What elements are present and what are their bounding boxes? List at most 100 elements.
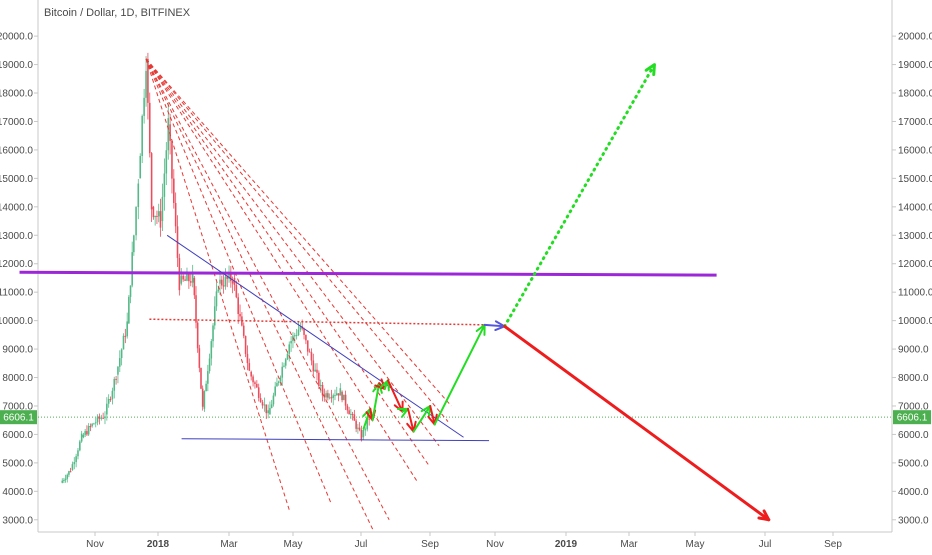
fan-line xyxy=(145,58,390,521)
price-candle-body xyxy=(73,462,76,465)
price-candle-body xyxy=(207,371,209,384)
price-candle-body xyxy=(188,273,190,282)
price-candle-body xyxy=(348,410,350,415)
y-tick-label-left: 5000.0 xyxy=(2,458,33,469)
price-candle-body xyxy=(248,363,251,371)
price-candle-body xyxy=(295,335,298,337)
price-candle-body xyxy=(256,383,258,388)
price-candle-body xyxy=(86,431,88,435)
y-tick-label-left: 13000.0 xyxy=(0,231,33,242)
price-candle-body xyxy=(66,474,69,479)
drawing-annotations xyxy=(19,58,771,532)
price-candle-body xyxy=(77,450,79,457)
price-candle-body xyxy=(135,207,137,236)
price-candle-body xyxy=(279,377,282,382)
price-candle-body xyxy=(157,211,160,217)
price-candle-body xyxy=(87,426,90,435)
last-price-label-left: 6606.1 xyxy=(3,413,34,424)
zigzag-up-arrow xyxy=(371,382,381,422)
price-candle-body xyxy=(360,429,363,440)
price-candle-body xyxy=(362,429,365,438)
price-candle-body xyxy=(270,404,273,408)
price-candle-body xyxy=(104,416,106,419)
price-candle-body xyxy=(79,441,81,451)
price-candle-body xyxy=(297,329,300,336)
price-candle-body xyxy=(224,276,227,287)
price-candle-body xyxy=(344,394,347,406)
price-candle-body xyxy=(257,387,260,398)
price-candle-body xyxy=(205,383,207,392)
price-candle-body xyxy=(189,281,192,283)
axes xyxy=(34,0,896,536)
price-candle-body xyxy=(196,322,199,349)
price-candle-body xyxy=(319,384,322,386)
zigzag-up-arrow xyxy=(362,407,372,430)
price-candle-body xyxy=(148,102,151,154)
price-candle-body xyxy=(201,388,204,407)
price-candle-body xyxy=(161,196,164,222)
y-tick-label-right: 20000.0 xyxy=(898,32,932,43)
y-tick-label-left: 12000.0 xyxy=(0,259,33,270)
last-price-badge-right xyxy=(893,410,931,425)
price-candle-body xyxy=(353,414,356,421)
price-candle-body xyxy=(109,398,112,400)
price-candle-body xyxy=(237,297,239,315)
y-tick-label-right: 13000.0 xyxy=(898,231,932,242)
y-tick-label-left: 7000.0 xyxy=(2,401,33,412)
price-candle-body xyxy=(334,395,336,397)
price-candle-body xyxy=(276,383,278,387)
x-tick-label: May xyxy=(284,539,303,550)
price-candle-body xyxy=(118,358,121,367)
price-candle-body xyxy=(186,273,188,281)
y-tick-label-left: 4000.0 xyxy=(2,487,33,498)
price-candle-body xyxy=(163,173,166,197)
price-candle-body xyxy=(235,284,238,298)
y-tick-label-right: 6000.0 xyxy=(898,430,929,441)
price-candle-body xyxy=(82,434,85,438)
y-tick-label-left: 20000.0 xyxy=(0,32,33,43)
y-tick-label-right: 10000.0 xyxy=(898,316,932,327)
price-candle-body xyxy=(337,393,340,396)
price-candle-body xyxy=(327,393,329,398)
zigzag-up-arrow xyxy=(412,404,432,433)
price-candle-body xyxy=(115,378,117,380)
price-candle-body xyxy=(180,275,183,284)
price-candle-body xyxy=(171,140,173,179)
price-candle-body xyxy=(200,367,202,389)
x-tick-label: Mar xyxy=(220,539,238,550)
projection-dotted-up-arrow-head xyxy=(644,63,656,77)
price-candle-body xyxy=(152,206,155,218)
price-candle-body xyxy=(122,335,125,350)
price-candle-body xyxy=(222,285,225,287)
price-candle-body xyxy=(217,289,220,292)
price-candle-body xyxy=(254,382,256,384)
price-candle-body xyxy=(68,471,70,475)
y-tick-label-left: 15000.0 xyxy=(0,174,33,185)
price-candle-body xyxy=(93,423,95,425)
price-candle-body xyxy=(312,360,315,372)
price-candle-body xyxy=(98,416,101,419)
price-candle-body xyxy=(259,397,262,403)
price-candle-body xyxy=(267,410,269,414)
price-candle-body xyxy=(364,429,367,431)
price-candle-body xyxy=(203,391,206,409)
price-candle-body xyxy=(350,413,352,415)
x-tick-label: Nov xyxy=(486,539,504,550)
price-candle-body xyxy=(308,351,311,353)
y-tick-label-right: 7000.0 xyxy=(898,401,929,412)
price-candle-body xyxy=(274,386,276,396)
chart-title: Bitcoin / Dollar, 1D, BITFINEX xyxy=(44,7,191,19)
price-candle-body xyxy=(80,433,83,442)
y-tick-label-right: 19000.0 xyxy=(898,60,932,71)
y-tick-label-left: 19000.0 xyxy=(0,60,33,71)
x-tick-label: Jul xyxy=(759,539,772,550)
price-candle-body xyxy=(96,416,99,423)
price-candle-body xyxy=(156,215,158,217)
price-candle-body xyxy=(325,393,327,398)
price-candle-body xyxy=(147,58,149,103)
fan-line xyxy=(145,58,375,532)
price-candle-body xyxy=(75,456,77,463)
price-candle-body xyxy=(89,426,92,428)
price-candle-body xyxy=(102,417,104,419)
